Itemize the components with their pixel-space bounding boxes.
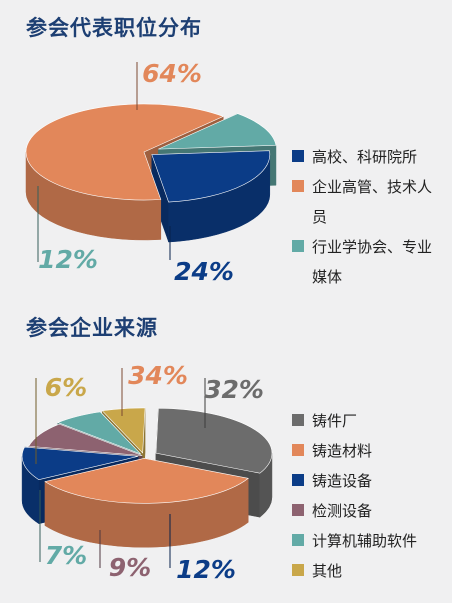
legend-item: 企业高管、技术人员 — [292, 172, 434, 232]
pie-slice — [28, 423, 143, 456]
legend-swatch — [292, 414, 304, 426]
pie-slice — [57, 411, 141, 455]
legend-label: 其他 — [312, 562, 343, 580]
legend-item: 铸件厂 — [292, 406, 452, 436]
legend-label: 行业学协会、专业媒体 — [312, 238, 433, 286]
legend-swatch — [292, 444, 304, 456]
pie-value-label: 12% — [38, 245, 98, 274]
legend-label: 铸造设备 — [312, 472, 373, 490]
legend-label: 高校、科研院所 — [312, 148, 418, 166]
pie-slice — [151, 150, 271, 203]
pie-slice — [21, 446, 139, 481]
pie-value-label: 64% — [142, 59, 202, 88]
pie-value-label: 24% — [174, 257, 234, 286]
legend-swatch — [292, 240, 304, 252]
legend-item: 铸造材料 — [292, 436, 452, 466]
legend-label: 铸造材料 — [312, 442, 373, 460]
legend-swatch — [292, 534, 304, 546]
legend-item: 计算机辅助软件 — [292, 526, 452, 556]
legend-swatch — [292, 180, 304, 192]
legend-swatch — [292, 564, 304, 576]
legend-item: 高校、科研院所 — [292, 142, 434, 172]
pie-value-label: 32% — [204, 375, 264, 404]
position-distribution-section: 24% 64% 12% 参会代表职位分布 高校、科研院所企业高管、技术人员 行业学协会… — [0, 0, 452, 300]
pie-slice — [44, 458, 249, 504]
legend-swatch — [292, 504, 304, 516]
pie-slice — [25, 103, 225, 201]
pie-slice — [158, 113, 277, 150]
legend-item: 其他 — [292, 556, 452, 586]
legend-label: 计算机辅助软件 — [312, 532, 418, 550]
pie-value-label: 6% — [45, 373, 87, 402]
pie-value-label: 12% — [176, 555, 236, 584]
position-legend: 高校、科研院所企业高管、技术人员 行业学协会、专业媒体 — [292, 142, 434, 292]
legend-swatch — [292, 474, 304, 486]
legend-item: 铸造设备 — [292, 466, 452, 496]
legend-label: 铸件厂 — [312, 412, 358, 430]
legend-swatch — [292, 150, 304, 162]
company-pie-chart: 32% 34% 12% 9% 7% 6% — [21, 361, 273, 584]
chart-title: 参会企业来源 — [26, 316, 158, 340]
chart-title: 参会代表职位分布 — [26, 16, 202, 40]
pie-value-label: 9% — [109, 553, 151, 582]
pie-value-label: 7% — [45, 541, 87, 570]
legend-label: 检测设备 — [312, 502, 373, 520]
pie-value-label: 34% — [128, 361, 188, 390]
pie-slice — [101, 407, 146, 454]
position-pie-chart: 24% 64% 12% — [25, 59, 277, 286]
legend-item: 检测设备 — [292, 496, 452, 526]
pie-slice — [155, 407, 273, 474]
legend-label: 企业高管、技术人员 — [312, 178, 433, 226]
company-legend: 铸件厂铸造材料铸造设备检测设备计算机辅助软件 其他 — [292, 406, 452, 586]
company-source-section: 32% 34% 12% 9% 7% 6% 参会企业来源 铸件厂铸造材料铸造设备检测设备计算… — [0, 300, 452, 603]
legend-item: 行业学协会、专业媒体 — [292, 232, 434, 292]
